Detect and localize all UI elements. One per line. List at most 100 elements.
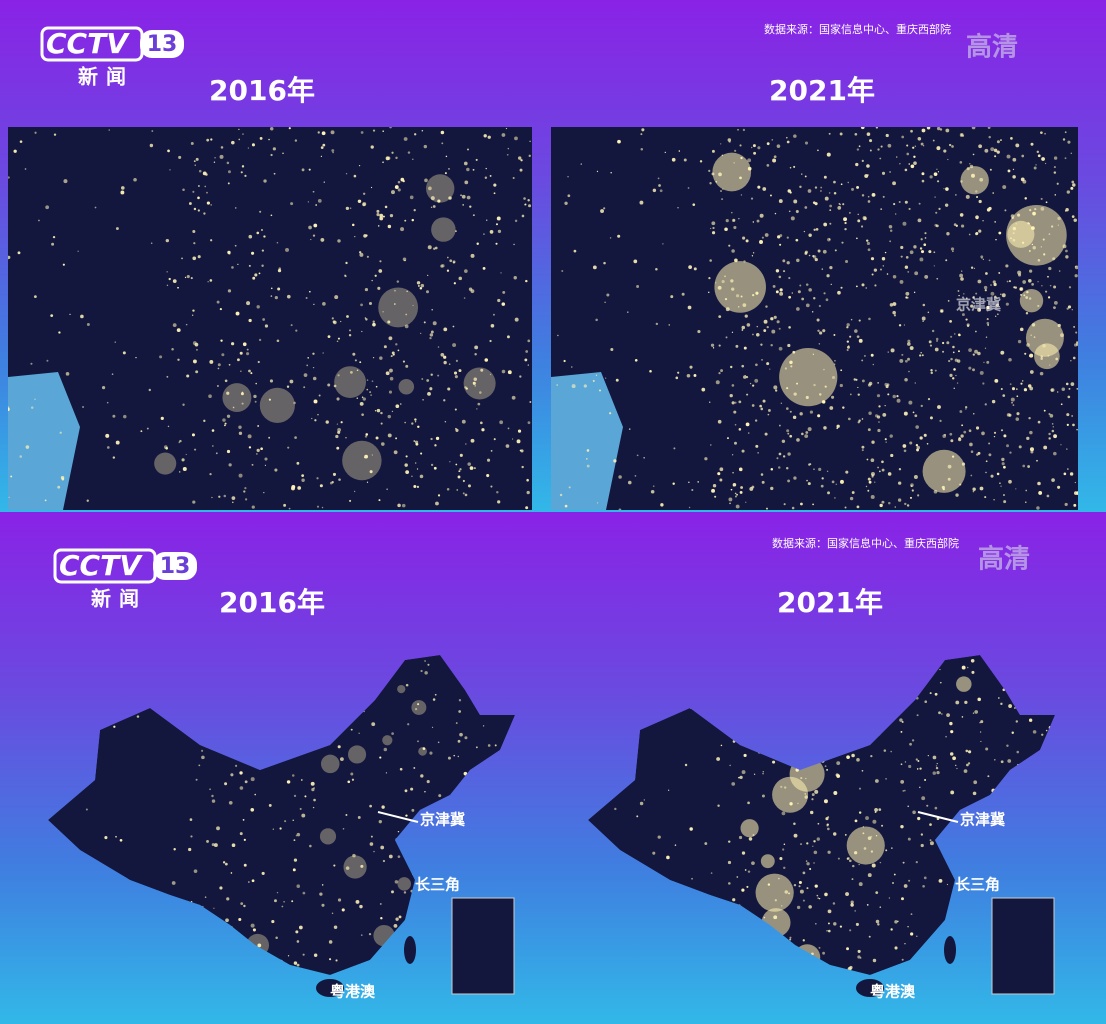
light-dot [214,156,216,159]
light-dot [476,242,479,246]
light-dot [246,301,251,306]
light-dot [755,291,759,295]
light-dot [379,260,382,263]
city-glow [956,676,972,692]
light-dot [897,498,902,502]
light-dot [910,164,915,169]
light-dot [729,502,731,505]
light-dot [1075,331,1078,334]
light-dot [421,378,424,380]
light-dot [230,872,233,874]
light-dot [740,486,743,489]
light-dot [996,472,1000,476]
light-dot [899,163,901,165]
light-dot [331,317,334,320]
light-dot [457,475,461,479]
light-dot [711,488,715,493]
light-dot [867,248,871,252]
light-dot [987,324,990,326]
logo-brand: CCTV [46,27,130,60]
light-dot [930,368,933,372]
light-dot [984,148,989,153]
light-dot [384,205,388,209]
light-dot [410,787,414,791]
label-pointer [917,811,959,823]
light-dot [527,339,531,343]
light-dot [1012,404,1015,406]
light-dot [866,164,870,168]
light-dot [438,794,442,798]
light-dot [971,670,975,674]
light-dot [812,255,817,259]
light-dot [1003,500,1007,504]
light-dot [936,168,938,171]
light-dot [949,320,952,323]
light-dot [332,472,337,476]
light-dot [928,250,932,254]
light-dot [1060,403,1063,406]
light-dot [465,387,468,390]
light-dot [583,384,587,388]
light-dot [482,266,486,270]
light-dot [627,480,632,485]
light-dot [220,339,223,342]
light-dot [704,842,708,845]
light-dot [178,441,181,444]
light-dot [896,394,899,398]
light-dot [779,291,784,296]
light-dot [404,421,406,424]
light-dot [986,360,990,364]
light-dot [926,804,929,807]
light-dot [929,416,933,420]
light-dot [986,318,989,321]
light-dot [437,374,440,377]
light-dot [697,481,700,483]
light-dot [272,147,276,151]
light-dot [216,300,220,304]
light-dot [600,209,605,213]
light-dot [336,397,340,401]
light-dot [992,192,994,194]
label-pointer [377,811,419,823]
light-dot [313,399,318,404]
light-dot [172,279,177,283]
light-dot [927,755,929,757]
light-dot [836,424,840,428]
logo-channel-box [153,552,197,580]
light-dot [780,402,783,405]
light-dot [394,303,396,305]
light-dot [736,493,738,496]
light-dot [961,462,966,466]
light-dot [640,147,644,151]
light-dot [1040,357,1043,360]
light-dot [193,207,197,211]
light-dot [422,747,426,750]
light-dot [493,313,495,316]
light-dot [614,807,617,811]
light-dot [388,336,393,341]
light-dot [391,351,395,355]
city-glow [347,745,367,764]
light-dot [177,358,180,361]
light-dot [470,253,475,258]
light-dot [965,297,968,300]
light-dot [959,483,962,486]
light-dot [990,474,994,478]
light-dot [985,336,988,338]
light-dot [30,362,33,365]
light-dot [322,352,324,354]
light-dot [349,207,352,209]
light-dot [1037,481,1041,486]
light-dot [725,336,728,339]
light-dot [945,259,948,262]
light-dot [445,155,448,158]
light-dot [251,143,255,147]
light-dot [283,503,287,507]
light-dot [908,370,910,373]
light-dot [440,130,445,135]
light-dot [238,473,243,478]
map-sea [8,372,80,510]
light-dot [455,359,459,362]
light-dot [863,354,866,357]
light-dot [773,155,777,159]
